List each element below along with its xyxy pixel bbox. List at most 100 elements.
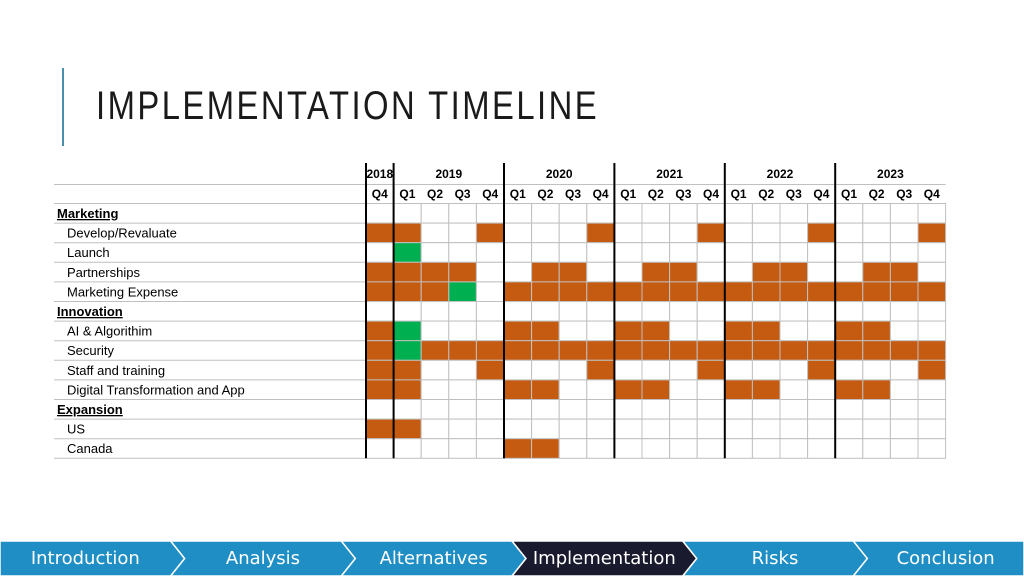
timeline-cell	[393, 418, 422, 440]
timeline-cell	[889, 301, 919, 322]
timeline-cell	[586, 242, 615, 263]
timeline-cell	[365, 320, 395, 342]
quarter-label: Q4	[924, 187, 940, 201]
timeline-cell	[834, 320, 864, 342]
timeline-cell	[724, 301, 753, 322]
timeline-cell	[862, 379, 891, 400]
task-label: Canada	[67, 441, 113, 456]
task-label: Marketing Expense	[67, 284, 178, 299]
timeline-cell	[393, 359, 422, 381]
timeline-cell	[807, 340, 836, 361]
timeline-cell	[917, 359, 947, 381]
timeline-cell	[862, 418, 891, 440]
timeline-cell	[751, 379, 781, 400]
timeline-cell	[420, 399, 450, 420]
task-label: Security	[67, 343, 114, 358]
timeline-cell	[503, 203, 533, 224]
timeline-cell	[613, 399, 643, 420]
timeline-cell	[917, 418, 947, 440]
timeline-cell	[420, 242, 450, 263]
timeline-cell	[669, 320, 698, 342]
timeline-cell	[420, 379, 450, 400]
nav-item-analysis[interactable]: Analysis	[225, 548, 301, 569]
timeline-cell	[889, 320, 919, 342]
timeline-cell	[448, 399, 477, 420]
nav-chevron-analysis[interactable]	[169, 541, 357, 576]
nav-item-implementation[interactable]: Implementation	[532, 548, 676, 569]
timeline-cell	[558, 320, 588, 342]
timeline-cell	[834, 379, 864, 400]
timeline-cell	[558, 301, 588, 322]
timeline-cell	[448, 222, 477, 244]
timeline-cell	[448, 320, 477, 342]
timeline-cell	[475, 359, 505, 381]
task-label: Launch	[67, 245, 110, 260]
timeline-cell	[503, 379, 533, 400]
timeline-cell	[586, 301, 615, 322]
nav-chevron-conclusion[interactable]	[852, 541, 1024, 576]
timeline-cell	[696, 281, 726, 302]
timeline-cell	[558, 281, 588, 302]
timeline-cell	[365, 203, 395, 224]
nav-chevron-alternatives[interactable]	[340, 541, 527, 576]
timeline-cell	[696, 261, 726, 283]
nav-item-conclusion[interactable]: Conclusion	[896, 548, 995, 569]
timeline-cell	[834, 340, 864, 361]
timeline-cell	[917, 438, 947, 459]
timeline-cell	[751, 399, 781, 420]
timeline-cell	[393, 242, 422, 263]
timeline-cell	[503, 359, 533, 381]
category-label: Innovation	[57, 304, 123, 319]
timeline-cell	[586, 340, 615, 361]
timeline-cell	[807, 359, 836, 381]
task-label: Partnerships	[67, 265, 140, 280]
timeline-cell	[889, 359, 919, 381]
timeline-cell	[613, 261, 643, 283]
nav-item-introduction[interactable]: Introduction	[30, 548, 140, 569]
timeline-cell	[613, 301, 643, 322]
timeline-cell	[365, 261, 395, 283]
timeline-cell	[751, 242, 781, 263]
timeline-cell	[393, 301, 422, 322]
timeline-cell	[724, 359, 753, 381]
timeline-cell	[751, 261, 781, 283]
timeline-cell	[641, 203, 671, 224]
nav-item-alternatives[interactable]: Alternatives	[379, 548, 488, 569]
timeline-cell	[862, 359, 891, 381]
timeline-cell	[641, 261, 671, 283]
timeline-cell	[613, 222, 643, 244]
timeline-cell	[779, 320, 809, 342]
timeline-cell	[751, 203, 781, 224]
timeline-cell	[531, 242, 560, 263]
timeline-cell	[669, 203, 698, 224]
timeline-cell	[862, 320, 891, 342]
timeline-cell	[724, 438, 753, 459]
section-nav: Introduction Analysis Alternatives Implemen…	[0, 541, 1024, 576]
timeline-cell	[503, 399, 533, 420]
nav-item-risks[interactable]: Risks	[751, 548, 799, 569]
quarter-label: Q3	[786, 187, 802, 201]
timeline-cell	[807, 261, 836, 283]
timeline-cell	[475, 379, 505, 400]
timeline-cell	[613, 340, 643, 361]
timeline-cell	[807, 242, 836, 263]
timeline-cell	[503, 301, 533, 322]
timeline-cell	[558, 418, 588, 440]
timeline-cell	[779, 399, 809, 420]
timeline-cell	[613, 379, 643, 400]
timeline-cell	[917, 203, 947, 224]
timeline-cell	[586, 203, 615, 224]
timeline-cell	[531, 379, 560, 400]
timeline-cell	[889, 340, 919, 361]
timeline-cell	[862, 399, 891, 420]
timeline-cell	[448, 359, 477, 381]
timeline-cell	[696, 320, 726, 342]
timeline-cell	[365, 281, 395, 302]
nav-chevron-implementation[interactable]	[511, 541, 698, 576]
timeline-cell	[558, 359, 588, 381]
timeline-cell	[696, 222, 726, 244]
timeline-cell	[503, 261, 533, 283]
timeline-cell	[641, 379, 671, 400]
timeline-cell	[365, 359, 395, 381]
timeline-cell	[751, 281, 781, 302]
